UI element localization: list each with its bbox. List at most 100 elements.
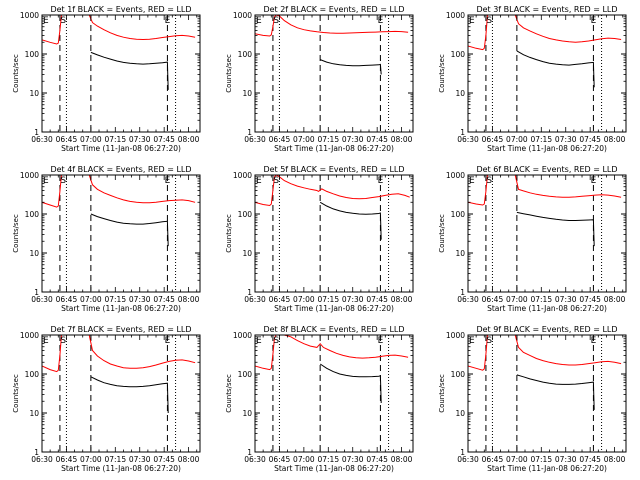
y-axis-label: Counts/sec <box>12 214 20 253</box>
lld-series-line <box>468 335 622 371</box>
x-axis-label: Start Time (11-Jan-08 06:27:20) <box>487 144 607 153</box>
y-tick-label: 1 <box>34 288 39 297</box>
event-marker-label: E <box>591 176 597 186</box>
events-series-line <box>516 374 595 410</box>
y-tick-label: 100 <box>238 50 253 59</box>
events-series-line <box>320 59 382 75</box>
x-tick-label: 08:00 <box>391 135 413 144</box>
event-marker-label: E <box>165 176 171 186</box>
events-series-line <box>516 50 595 88</box>
x-tick-label: 07:15 <box>104 135 126 144</box>
x-tick-label: 07:30 <box>129 135 151 144</box>
y-tick-label: 1000 <box>233 171 252 180</box>
x-tick-label: 08:00 <box>178 455 200 464</box>
x-tick-label: 07:45 <box>579 455 601 464</box>
chart-panel-3: Det 3f BLACK = Events, RED = LLD 1 10 100 10… <box>438 5 627 153</box>
lld-series-line <box>255 335 409 371</box>
x-axis-label: Start Time (11-Jan-08 06:27:20) <box>274 464 394 473</box>
plot-frame <box>41 14 201 133</box>
chart-title: Det 1f BLACK = Events, RED = LLD <box>50 5 191 14</box>
event-marker-label: S <box>486 16 492 26</box>
event-marker-label: E <box>378 176 384 186</box>
x-tick-label: 08:00 <box>604 135 626 144</box>
y-tick-label: 1000 <box>20 11 39 20</box>
chart-title: Det 2f BLACK = Events, RED = LLD <box>263 5 404 14</box>
y-tick-label: 1000 <box>20 331 39 340</box>
chart-title: Det 6f BLACK = Events, RED = LLD <box>476 165 617 174</box>
events-series-line <box>90 213 169 247</box>
y-tick-label: 100 <box>451 210 466 219</box>
plot-frame <box>467 14 627 133</box>
y-tick-label: 1 <box>460 448 465 457</box>
y-tick-label: 1 <box>247 288 252 297</box>
y-tick-label: 1 <box>34 448 39 457</box>
x-tick-label: 07:00 <box>506 295 528 304</box>
y-tick-label: 1000 <box>446 171 465 180</box>
x-tick-label: 07:15 <box>530 455 552 464</box>
x-tick-label: 07:00 <box>80 295 102 304</box>
x-tick-label: 06:45 <box>56 135 78 144</box>
x-tick-label: 07:45 <box>579 135 601 144</box>
x-tick-label: 07:30 <box>342 295 364 304</box>
chart-panel-2: Det 2f BLACK = Events, RED = LLD 1 10 100 10… <box>225 5 414 153</box>
x-tick-label: 06:30 <box>457 455 479 464</box>
x-tick-label: 06:30 <box>31 295 53 304</box>
x-tick-label: 06:30 <box>31 135 53 144</box>
x-tick-label: 07:00 <box>506 455 528 464</box>
plot-frame <box>254 334 414 453</box>
y-tick-label: 1000 <box>233 11 252 20</box>
y-tick-label: 1000 <box>20 171 39 180</box>
x-tick-label: 07:45 <box>579 295 601 304</box>
event-marker-label: E <box>378 336 384 346</box>
y-tick-label: 10 <box>455 89 465 98</box>
chart-title: Det 5f BLACK = Events, RED = LLD <box>263 165 404 174</box>
event-marker-label: E <box>165 16 171 26</box>
x-tick-label: 08:00 <box>178 135 200 144</box>
y-axis-label: Counts/sec <box>225 214 233 253</box>
y-tick-label: 1 <box>34 128 39 137</box>
event-marker-label: E <box>469 16 475 26</box>
y-axis-label: Counts/sec <box>438 214 446 253</box>
event-marker-label: S <box>60 176 66 186</box>
y-tick-label: 1 <box>247 448 252 457</box>
y-tick-label: 1000 <box>446 11 465 20</box>
plot-frame <box>467 334 627 453</box>
plot-frame <box>41 334 201 453</box>
x-tick-label: 07:00 <box>506 135 528 144</box>
x-axis-label: Start Time (11-Jan-08 06:27:20) <box>274 304 394 313</box>
x-tick-label: 06:45 <box>482 455 504 464</box>
y-axis-label: Counts/sec <box>438 54 446 93</box>
event-marker-label: S <box>273 336 279 346</box>
x-tick-label: 07:00 <box>293 455 315 464</box>
x-tick-label: 06:30 <box>457 135 479 144</box>
event-marker-label: E <box>469 336 475 346</box>
x-tick-label: 06:30 <box>244 295 266 304</box>
y-tick-label: 100 <box>25 50 40 59</box>
x-axis-label: Start Time (11-Jan-08 06:27:20) <box>61 304 181 313</box>
event-marker-label: S <box>273 16 279 26</box>
event-marker-label: E <box>256 336 262 346</box>
chart-panel-5: Det 5f BLACK = Events, RED = LLD 1 10 100 10… <box>225 165 414 313</box>
x-tick-label: 06:45 <box>269 295 291 304</box>
event-marker-label: E <box>469 176 475 186</box>
x-tick-label: 06:45 <box>56 295 78 304</box>
event-marker-label: E <box>256 176 262 186</box>
y-axis-label: Counts/sec <box>12 54 20 93</box>
lld-series-line <box>255 175 410 207</box>
chart-title: Det 7f BLACK = Events, RED = LLD <box>50 325 191 334</box>
x-tick-label: 07:45 <box>366 455 388 464</box>
y-tick-label: 10 <box>455 409 465 418</box>
y-tick-label: 10 <box>242 409 252 418</box>
x-axis-label: Start Time (11-Jan-08 06:27:20) <box>61 464 181 473</box>
event-marker-label: E <box>165 336 171 346</box>
y-tick-label: 1000 <box>233 331 252 340</box>
x-tick-label: 06:30 <box>244 455 266 464</box>
y-tick-label: 100 <box>238 210 253 219</box>
x-tick-label: 07:45 <box>153 455 175 464</box>
x-tick-label: 07:00 <box>80 455 102 464</box>
lld-series-line <box>42 15 196 45</box>
x-axis-label: Start Time (11-Jan-08 06:27:20) <box>274 144 394 153</box>
chart-panel-4: Det 4f BLACK = Events, RED = LLD 1 10 100 10… <box>12 165 201 313</box>
lld-series-line <box>255 15 409 37</box>
x-tick-label: 07:30 <box>129 295 151 304</box>
